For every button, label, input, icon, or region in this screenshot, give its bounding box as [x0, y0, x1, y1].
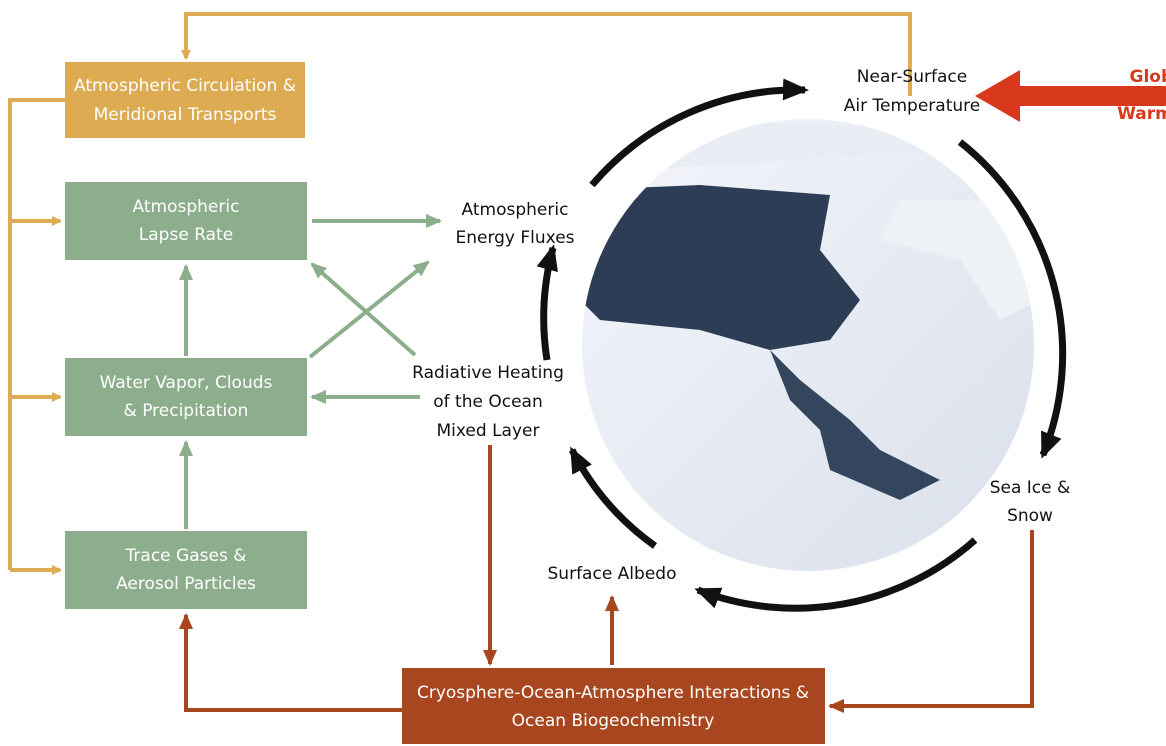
label-vapor: & Precipitation [124, 401, 249, 421]
label-warming: Warming [1117, 104, 1166, 124]
label-radiative: Radiative Heating [412, 363, 564, 383]
label-warming: Global [1130, 67, 1166, 87]
label-radiative: of the Ocean [433, 392, 542, 412]
label-fluxes: Energy Fluxes [455, 228, 574, 248]
label-circulation: Meridional Transports [94, 105, 277, 125]
label-seaice: Snow [1007, 506, 1053, 526]
label-seaice: Sea Ice & [990, 478, 1071, 498]
label-circulation: Atmospheric Circulation & [74, 76, 296, 96]
cycle-arrows [536, 78, 1067, 612]
box-cryo [402, 668, 825, 744]
brown-connectors [179, 445, 1034, 713]
label-trace: Aerosol Particles [116, 574, 256, 594]
box-circulation [65, 62, 305, 138]
label-cryo: Cryosphere-Ocean-Atmosphere Interactions… [417, 683, 809, 703]
labels: Atmospheric Circulation & Meridional Tran… [74, 67, 1166, 731]
global-warming-arrow [975, 70, 1166, 122]
label-radiative: Mixed Layer [437, 421, 540, 441]
label-air: Air Temperature [844, 96, 980, 116]
green-connectors [179, 214, 442, 529]
label-fluxes: Atmospheric [462, 200, 569, 220]
label-air: Near-Surface [857, 67, 967, 87]
label-vapor: Water Vapor, Clouds [100, 373, 273, 393]
label-lapse: Atmospheric [133, 197, 240, 217]
label-trace: Trace Gases & [125, 546, 247, 566]
gold-connectors [8, 12, 912, 575]
label-cryo: Ocean Biogeochemistry [512, 711, 715, 731]
sea-ice-photo [582, 119, 1034, 571]
box-lapse [65, 182, 307, 260]
label-albedo: Surface Albedo [548, 564, 677, 584]
label-lapse: Lapse Rate [139, 225, 233, 245]
box-trace [65, 531, 307, 609]
box-vapor [65, 358, 307, 436]
